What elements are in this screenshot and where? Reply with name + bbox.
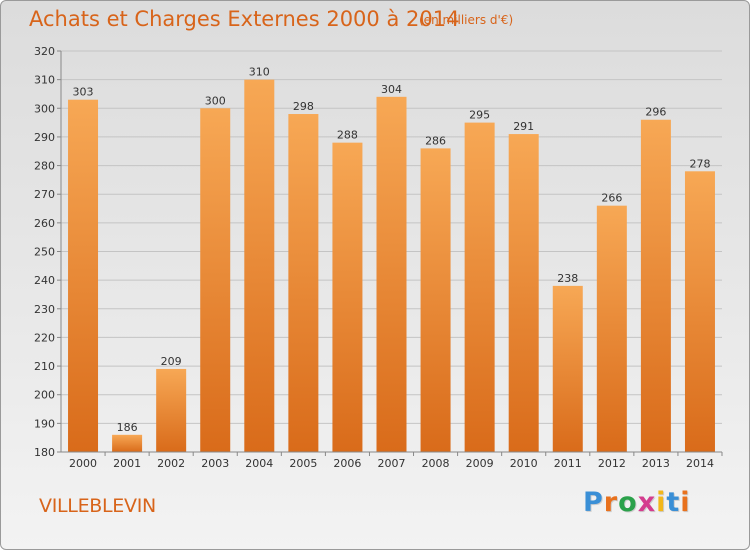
logo-letter: x bbox=[637, 487, 657, 518]
value-label: 186 bbox=[117, 421, 138, 434]
y-tick-label: 200 bbox=[34, 389, 55, 402]
x-tick-label: 2009 bbox=[466, 457, 494, 470]
bar-2004 bbox=[244, 79, 275, 453]
value-label: 291 bbox=[513, 120, 534, 133]
bar-2010 bbox=[508, 134, 539, 453]
proxiti-logo[interactable]: Proxiti bbox=[583, 487, 691, 518]
value-label: 209 bbox=[161, 355, 182, 368]
value-label: 266 bbox=[601, 192, 622, 205]
value-label: 303 bbox=[73, 86, 94, 99]
x-tick-label: 2014 bbox=[686, 457, 714, 470]
value-label: 278 bbox=[689, 157, 710, 170]
x-tick-label: 2000 bbox=[69, 457, 97, 470]
x-tick-label: 2012 bbox=[598, 457, 626, 470]
y-tick-label: 280 bbox=[34, 160, 55, 173]
y-tick-label: 240 bbox=[34, 274, 55, 287]
y-tick-label: 270 bbox=[34, 188, 55, 201]
value-label: 298 bbox=[293, 100, 314, 113]
bar-2009 bbox=[464, 122, 495, 452]
x-tick-label: 2008 bbox=[422, 457, 450, 470]
bar-2014 bbox=[684, 171, 715, 453]
bar-2012 bbox=[596, 205, 627, 452]
value-label: 288 bbox=[337, 129, 358, 142]
bar-2003 bbox=[200, 108, 231, 453]
axes bbox=[57, 50, 723, 456]
value-label: 304 bbox=[381, 83, 402, 96]
y-tick-label: 230 bbox=[34, 303, 55, 316]
x-tick-label: 2013 bbox=[642, 457, 670, 470]
logo-letter: t bbox=[666, 487, 681, 518]
x-tick-label: 2007 bbox=[378, 457, 406, 470]
bar-2001 bbox=[112, 434, 143, 452]
y-tick-label: 300 bbox=[34, 102, 55, 115]
bar-2005 bbox=[288, 114, 319, 452]
y-tick-label: 320 bbox=[34, 45, 55, 58]
logo-letter: o bbox=[618, 487, 638, 518]
value-label: 300 bbox=[205, 94, 226, 107]
y-tick-label: 180 bbox=[34, 446, 55, 459]
y-tick-label: 260 bbox=[34, 217, 55, 230]
y-tick-label: 290 bbox=[34, 131, 55, 144]
value-label: 310 bbox=[249, 66, 270, 79]
x-tick-label: 2002 bbox=[157, 457, 185, 470]
logo-letter: i bbox=[656, 487, 667, 518]
x-tick-label: 2003 bbox=[201, 457, 229, 470]
x-tick-label: 2005 bbox=[289, 457, 317, 470]
bar-2000 bbox=[68, 99, 99, 452]
x-tick-label: 2011 bbox=[554, 457, 582, 470]
chart-title: Achats et Charges Externes 2000 à 2014 bbox=[29, 7, 460, 31]
y-tick-label: 220 bbox=[34, 331, 55, 344]
value-label: 238 bbox=[557, 272, 578, 285]
x-tick-label: 2010 bbox=[510, 457, 538, 470]
bar-2011 bbox=[552, 285, 583, 452]
logo-letter: i bbox=[680, 487, 691, 518]
chart-subtitle: (en milliers d'€) bbox=[419, 13, 514, 27]
y-tick-label: 250 bbox=[34, 246, 55, 259]
logo-letter: r bbox=[603, 487, 619, 518]
bar-2013 bbox=[640, 119, 671, 452]
y-tick-label: 190 bbox=[34, 417, 55, 430]
logo-letter: P bbox=[583, 487, 604, 518]
value-label: 295 bbox=[469, 109, 490, 122]
y-tick-label: 210 bbox=[34, 360, 55, 373]
bar-2008 bbox=[420, 148, 451, 452]
bar-2002 bbox=[156, 368, 187, 452]
x-tick-label: 2001 bbox=[113, 457, 141, 470]
location-name: VILLEBLEVIN bbox=[39, 495, 156, 517]
x-tick-label: 2004 bbox=[245, 457, 273, 470]
value-label: 286 bbox=[425, 134, 446, 147]
bar-2006 bbox=[332, 142, 363, 452]
bars bbox=[68, 79, 715, 453]
x-tick-label: 2006 bbox=[333, 457, 361, 470]
labels: 180 190 200 210 220 230 240 250 260 270 280 290 300 3… bbox=[34, 45, 714, 470]
value-label: 296 bbox=[645, 106, 666, 119]
bar-2007 bbox=[376, 96, 407, 452]
y-tick-label: 310 bbox=[34, 74, 55, 87]
